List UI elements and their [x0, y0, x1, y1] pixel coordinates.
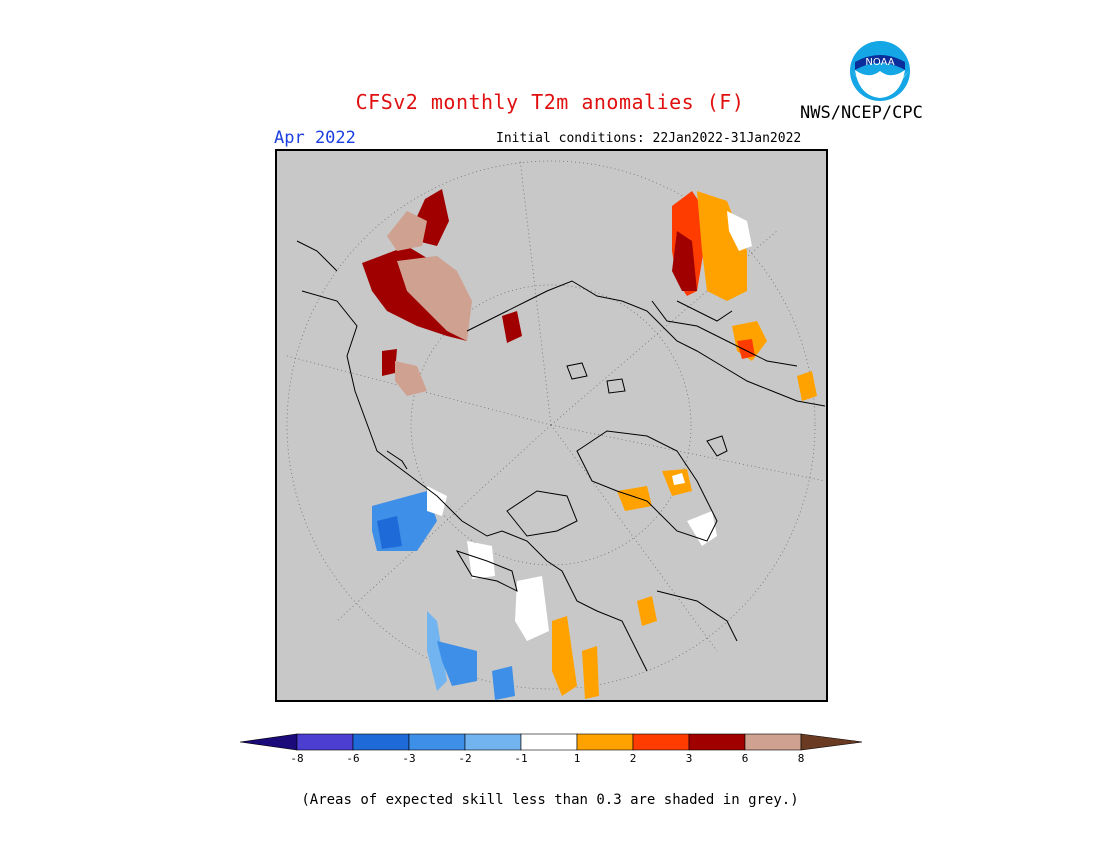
- colorbar-segment: [296, 733, 354, 751]
- chart-title: CFSv2 monthly T2m anomalies (F): [355, 90, 745, 114]
- anomaly-north-america: [372, 486, 599, 700]
- forecast-month: Apr 2022: [274, 128, 356, 148]
- logo-text: NOAA: [865, 57, 894, 68]
- colorbar-tick-label: -3: [402, 752, 416, 765]
- coastlines: [296, 240, 826, 672]
- agency-label: NWS/NCEP/CPC: [800, 103, 923, 123]
- colorbar-tick-label: 8: [797, 752, 805, 765]
- colorbar-segment: [576, 733, 634, 751]
- colorbar-segment: [352, 733, 410, 751]
- colorbar-arrow-high: [800, 733, 862, 751]
- colorbar-tick-label: 2: [629, 752, 637, 765]
- colorbar-segment: [464, 733, 522, 751]
- colorbar-tick-label: -1: [514, 752, 528, 765]
- colorbar-tick-label: -8: [290, 752, 304, 765]
- colorbar-segment: [632, 733, 690, 751]
- colorbar-tick-label: -2: [458, 752, 472, 765]
- anomaly-europe: [672, 191, 817, 401]
- colorbar-segment: [744, 733, 802, 751]
- colorbar-segment: [688, 733, 746, 751]
- skill-footnote: (Areas of expected skill less than 0.3 a…: [301, 792, 799, 808]
- colorbar-segment: [520, 733, 578, 751]
- polar-map: [275, 149, 828, 702]
- anomaly-greenland: [617, 469, 717, 626]
- colorbar-tick-label: 1: [573, 752, 581, 765]
- anomaly-asia: [362, 189, 522, 396]
- colorbar-tick-label: 3: [685, 752, 693, 765]
- colorbar: [240, 733, 862, 751]
- colorbar-tick-label: 6: [741, 752, 749, 765]
- initial-conditions: Initial conditions: 22Jan2022-31Jan2022: [496, 131, 802, 146]
- noaa-logo: NOAA: [850, 41, 910, 101]
- colorbar-segment: [408, 733, 466, 751]
- colorbar-arrow-low: [240, 733, 298, 751]
- colorbar-tick-label: -6: [346, 752, 360, 765]
